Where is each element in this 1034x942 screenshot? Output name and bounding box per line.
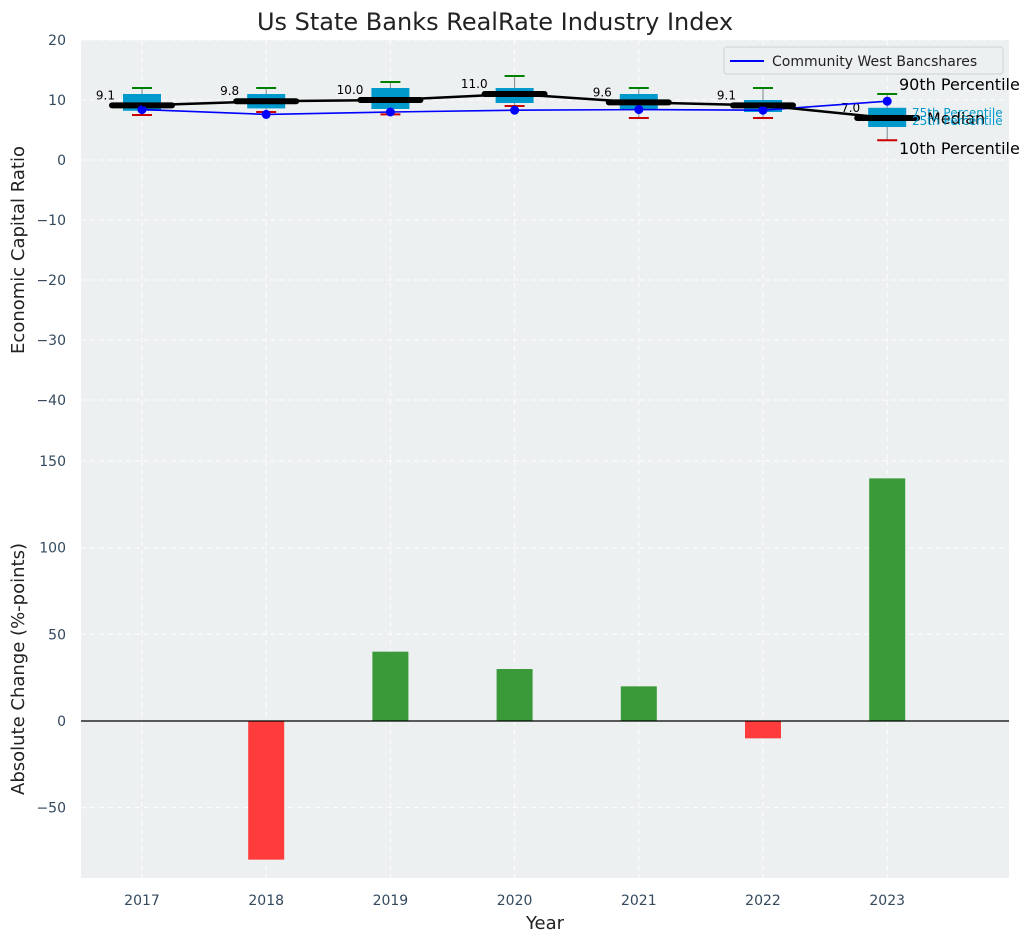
box-plot-y-tick-label: 0 <box>57 153 66 169</box>
chart-title: Us State Banks RealRate Industry Index <box>257 8 733 36</box>
community-west-point <box>634 105 644 115</box>
community-west-point <box>261 109 271 119</box>
percentile-annotations: 90th Percentile 75th Percentile Median 2… <box>899 75 1020 158</box>
x-tick-label: 2019 <box>373 893 409 909</box>
x-axis-label: Year <box>525 913 565 934</box>
legend: Community West Bancshares <box>723 46 1004 75</box>
box-plot-y-tick-label: 10 <box>48 93 66 109</box>
q3-annotation: 75th Percentile <box>912 106 1003 120</box>
x-tick-label: 2018 <box>248 893 284 909</box>
p10-annotation: 10th Percentile <box>899 139 1020 158</box>
p90-annotation: 90th Percentile <box>899 75 1020 94</box>
bar-chart-y-ticks: 150 100 50 0 −50 <box>36 454 66 817</box>
median-value-label: 9.1 <box>96 88 115 102</box>
bar-chart-y-tick-label: 50 <box>48 627 66 643</box>
x-axis-ticks: 2017 2018 2019 2020 2021 2022 2023 <box>124 893 905 909</box>
x-tick-label: 2017 <box>124 893 160 909</box>
median-value-label: 11.0 <box>461 77 488 91</box>
change-bar <box>869 478 906 721</box>
bar-chart-y-tick-label: 0 <box>57 714 66 730</box>
box-plot-y-axis-label: Economic Capital Ratio <box>8 146 29 354</box>
change-bar <box>372 651 409 721</box>
box-plot-y-tick-label: −10 <box>36 213 66 229</box>
q1-annotation: 25th Percentile <box>912 114 1003 128</box>
bar-chart-y-tick-label: −50 <box>36 801 66 817</box>
median-value-label: 9.6 <box>593 85 612 99</box>
box-plot-y-tick-label: −20 <box>36 273 66 289</box>
x-tick-label: 2023 <box>869 893 905 909</box>
bar-chart-y-axis-label: Absolute Change (%-points) <box>8 543 29 795</box>
x-tick-label: 2021 <box>621 893 657 909</box>
change-bar <box>620 686 657 721</box>
change-bar <box>745 721 781 739</box>
box-plot-y-ticks: 20 10 0 −10 −20 −30 −40 <box>36 33 66 409</box>
bar-chart-bars <box>248 478 906 860</box>
bar-chart-y-tick-label: 100 <box>39 541 66 557</box>
box-plot-y-tick-label: −40 <box>36 393 66 409</box>
median-annotation: Median <box>927 109 985 128</box>
change-bar <box>496 669 533 721</box>
community-west-point <box>758 105 768 115</box>
community-west-point <box>137 105 147 115</box>
median-value-label: 10.0 <box>337 83 364 97</box>
legend-box <box>723 46 1004 75</box>
median-trend-line <box>141 92 888 120</box>
x-tick-label: 2022 <box>745 893 781 909</box>
box-plot-grid <box>81 39 1009 460</box>
community-west-point <box>882 96 892 106</box>
bar-chart-background <box>81 460 1009 878</box>
community-west-point <box>385 107 395 117</box>
community-west-series <box>137 96 892 119</box>
median-trend <box>141 92 888 120</box>
median-value-label: 9.8 <box>220 84 239 98</box>
legend-label: Community West Bancshares <box>772 54 977 70</box>
box-plot-y-tick-label: −30 <box>36 333 66 349</box>
median-value-label: 9.1 <box>717 88 736 102</box>
x-tick-label: 2020 <box>497 893 533 909</box>
bar-chart-panel: 150 100 50 0 −50 2017 2018 2019 2020 2021 2022 202… <box>8 454 1009 934</box>
change-bar <box>248 721 285 860</box>
box-plot-y-tick-label: 20 <box>48 33 66 49</box>
bar-chart-y-tick-label: 150 <box>39 454 66 470</box>
community-west-point <box>510 105 520 115</box>
